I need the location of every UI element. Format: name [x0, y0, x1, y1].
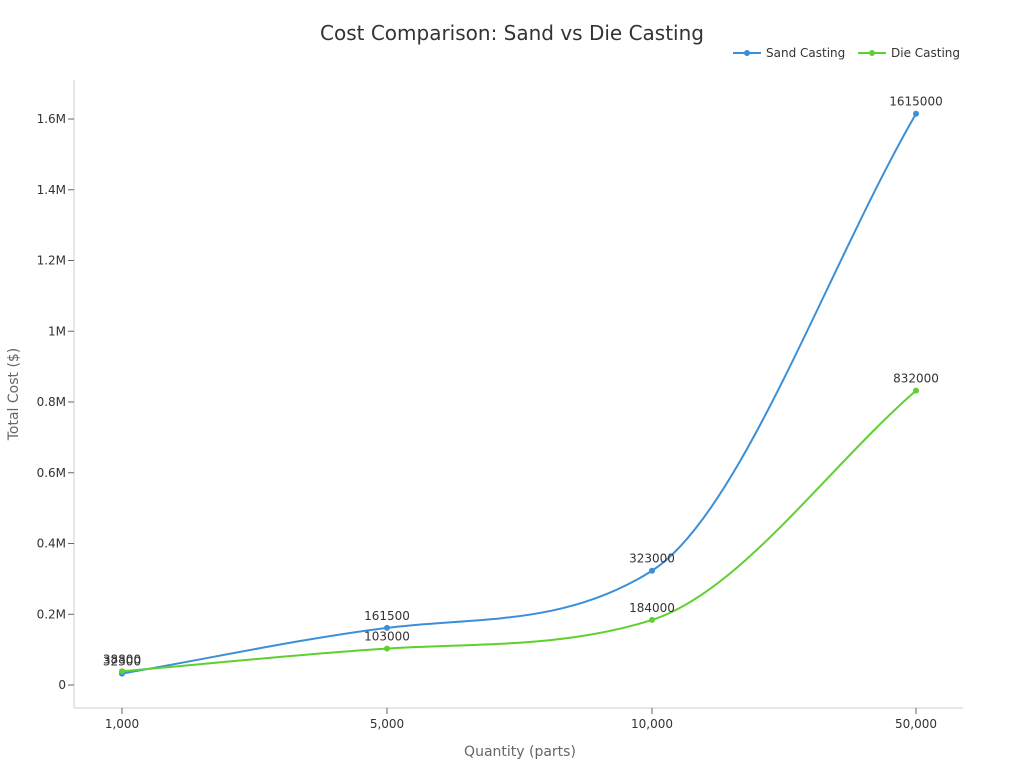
y-tick-label: 0.8M: [37, 395, 66, 409]
data-label: 32300: [103, 655, 141, 669]
chart-title: Cost Comparison: Sand vs Die Casting: [320, 21, 704, 45]
data-point[interactable]: [119, 668, 125, 675]
data-point[interactable]: [913, 110, 919, 117]
y-tick-label: 0.6M: [37, 466, 66, 480]
x-axis-ticks: 1,000 5,000 10,000 50,000: [105, 708, 937, 731]
data-label: 38800: [103, 652, 141, 666]
x-axis-title: Quantity (parts): [464, 744, 576, 760]
data-label: 161500: [364, 609, 410, 623]
y-axis-title: Total Cost ($): [6, 348, 22, 442]
data-point[interactable]: [384, 624, 390, 631]
series-lines: [121, 113, 917, 675]
legend-label[interactable]: Die Casting: [891, 46, 960, 60]
y-tick-label: 0: [58, 678, 66, 692]
data-label: 1615000: [889, 95, 942, 109]
data-label: 184000: [629, 601, 675, 615]
legend-marker: [744, 50, 750, 56]
y-axis-ticks: 0 0.2M 0.4M 0.6M 0.8M 1M 1.2M 1.4M 1.6M: [37, 112, 74, 692]
legend-marker: [869, 50, 875, 56]
x-tick-label: 1,000: [105, 717, 139, 731]
legend-label[interactable]: Sand Casting: [766, 46, 845, 60]
y-tick-label: 0.4M: [37, 537, 66, 551]
data-label: 832000: [893, 372, 939, 386]
data-point[interactable]: [649, 567, 655, 574]
data-label: 103000: [364, 630, 410, 644]
data-label: 323000: [629, 552, 675, 566]
x-tick-label: 50,000: [895, 717, 937, 731]
data-point[interactable]: [384, 645, 390, 652]
series-line: [121, 113, 917, 675]
y-tick-label: 1.4M: [37, 183, 66, 197]
data-labels: 32300 161500 323000 1615000 38800 103000 18400…: [103, 95, 943, 669]
series-line: [121, 389, 917, 673]
x-tick-label: 10,000: [631, 717, 673, 731]
series-points: [119, 110, 919, 677]
data-point[interactable]: [913, 387, 919, 394]
y-tick-label: 1M: [48, 324, 66, 338]
legend: Sand Casting Die Casting: [733, 46, 960, 60]
y-tick-label: 1.6M: [37, 112, 66, 126]
y-tick-label: 0.2M: [37, 607, 66, 621]
y-tick-label: 1.2M: [37, 254, 66, 268]
x-tick-label: 5,000: [370, 717, 404, 731]
data-point[interactable]: [649, 616, 655, 623]
